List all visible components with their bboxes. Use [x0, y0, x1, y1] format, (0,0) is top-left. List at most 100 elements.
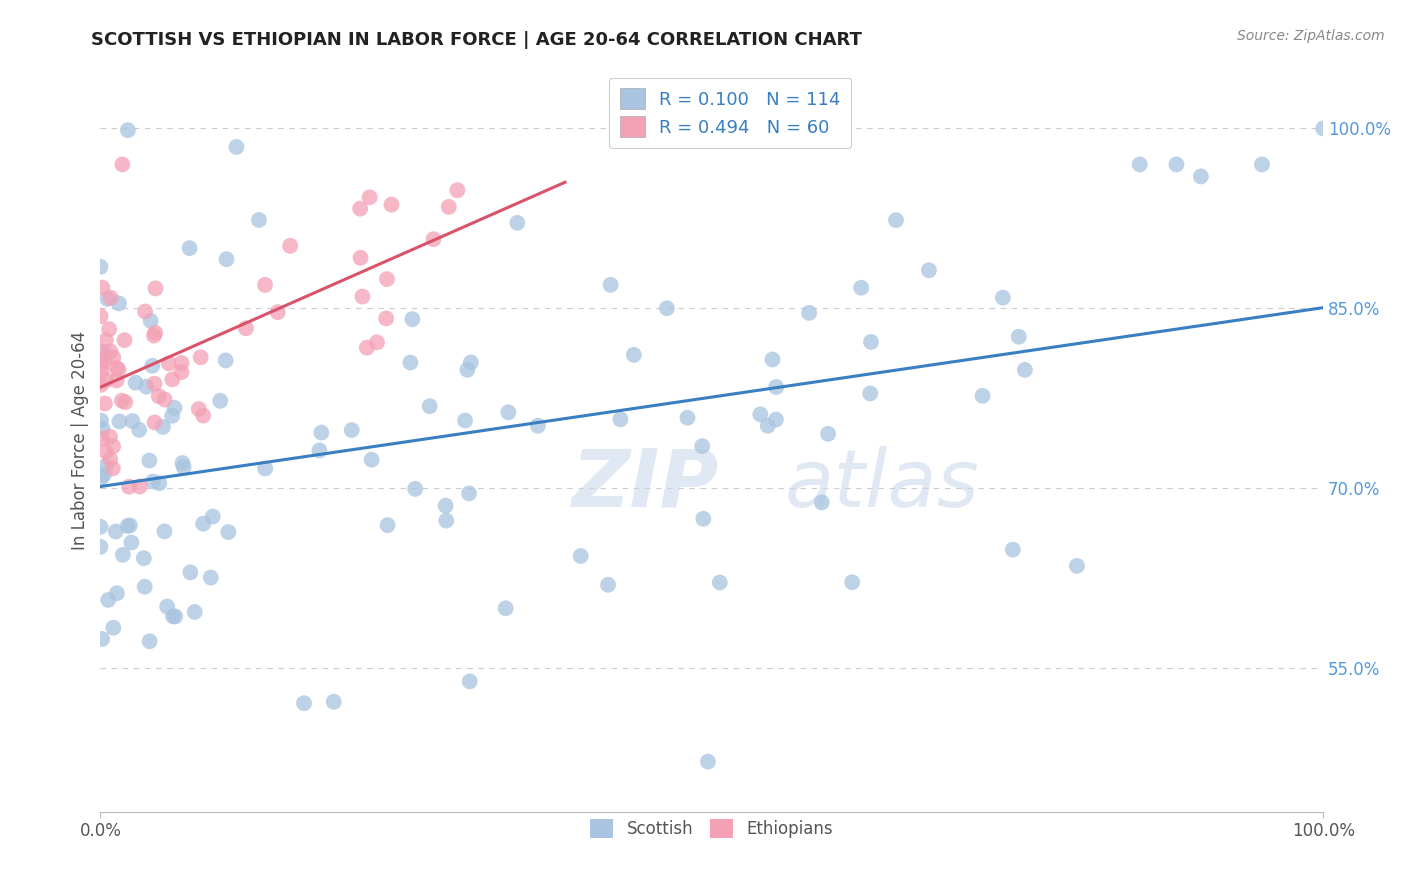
Point [89, 260, 111, 274]
Point [375, 272, 398, 286]
Point [111, 548, 134, 562]
Point [214, 353, 236, 368]
Point [121, 414, 143, 428]
Point [527, 418, 550, 433]
Point [209, 393, 232, 408]
Point [859, 334, 882, 349]
Point [139, 314, 162, 328]
Point [153, 524, 176, 539]
Point [655, 301, 678, 316]
Point [148, 389, 170, 403]
Point [111, 393, 134, 408]
Point [884, 213, 907, 227]
Point [918, 263, 941, 277]
Point [114, 333, 136, 347]
Point [97, 292, 120, 306]
Point [349, 202, 371, 216]
Point [454, 413, 477, 427]
Point [851, 281, 873, 295]
Point [623, 348, 645, 362]
Point [841, 575, 863, 590]
Point [94, 396, 117, 410]
Point [756, 418, 779, 433]
Point [103, 621, 125, 635]
Point [446, 183, 468, 197]
Point [145, 281, 167, 295]
Point [217, 524, 239, 539]
Point [1251, 157, 1274, 171]
Point [191, 516, 214, 531]
Point [184, 605, 207, 619]
Point [141, 359, 163, 373]
Point [179, 566, 201, 580]
Point [422, 232, 444, 246]
Point [709, 575, 731, 590]
Point [97, 593, 120, 607]
Point [569, 549, 592, 563]
Point [96, 373, 118, 387]
Point [311, 425, 333, 440]
Point [247, 213, 270, 227]
Point [132, 551, 155, 566]
Point [143, 326, 166, 340]
Point [859, 386, 882, 401]
Point [401, 312, 423, 326]
Point [93, 467, 115, 482]
Point [797, 306, 820, 320]
Point [1001, 542, 1024, 557]
Point [124, 376, 146, 390]
Point [765, 380, 787, 394]
Point [692, 512, 714, 526]
Point [91, 280, 114, 294]
Point [419, 399, 441, 413]
Point [153, 392, 176, 407]
Point [128, 479, 150, 493]
Point [143, 328, 166, 343]
Point [170, 365, 193, 379]
Point [90, 364, 112, 378]
Point [156, 599, 179, 614]
Point [89, 540, 111, 554]
Point [458, 486, 481, 500]
Point [366, 335, 388, 350]
Point [134, 304, 156, 318]
Point [91, 431, 114, 445]
Point [152, 420, 174, 434]
Point [404, 482, 426, 496]
Point [90, 471, 112, 485]
Point [179, 241, 201, 255]
Point [817, 426, 839, 441]
Point [456, 363, 478, 377]
Point [972, 389, 994, 403]
Point [103, 351, 125, 365]
Point [120, 535, 142, 549]
Point [356, 341, 378, 355]
Point [90, 377, 112, 392]
Point [117, 123, 139, 137]
Point [108, 296, 131, 310]
Point [254, 461, 277, 475]
Point [495, 601, 517, 615]
Point [377, 518, 399, 533]
Point [104, 524, 127, 539]
Point [148, 476, 170, 491]
Y-axis label: In Labor Force | Age 20-64: In Labor Force | Age 20-64 [72, 331, 89, 549]
Point [170, 356, 193, 370]
Point [225, 140, 247, 154]
Point [1129, 157, 1152, 171]
Point [118, 518, 141, 533]
Point [460, 355, 482, 369]
Point [1066, 558, 1088, 573]
Point [810, 495, 832, 509]
Point [1189, 169, 1212, 184]
Point [1312, 121, 1334, 136]
Point [173, 460, 195, 475]
Point [596, 578, 619, 592]
Point [100, 291, 122, 305]
Point [434, 499, 457, 513]
Point [172, 456, 194, 470]
Point [399, 355, 422, 369]
Point [163, 401, 186, 415]
Point [359, 190, 381, 204]
Point [375, 311, 398, 326]
